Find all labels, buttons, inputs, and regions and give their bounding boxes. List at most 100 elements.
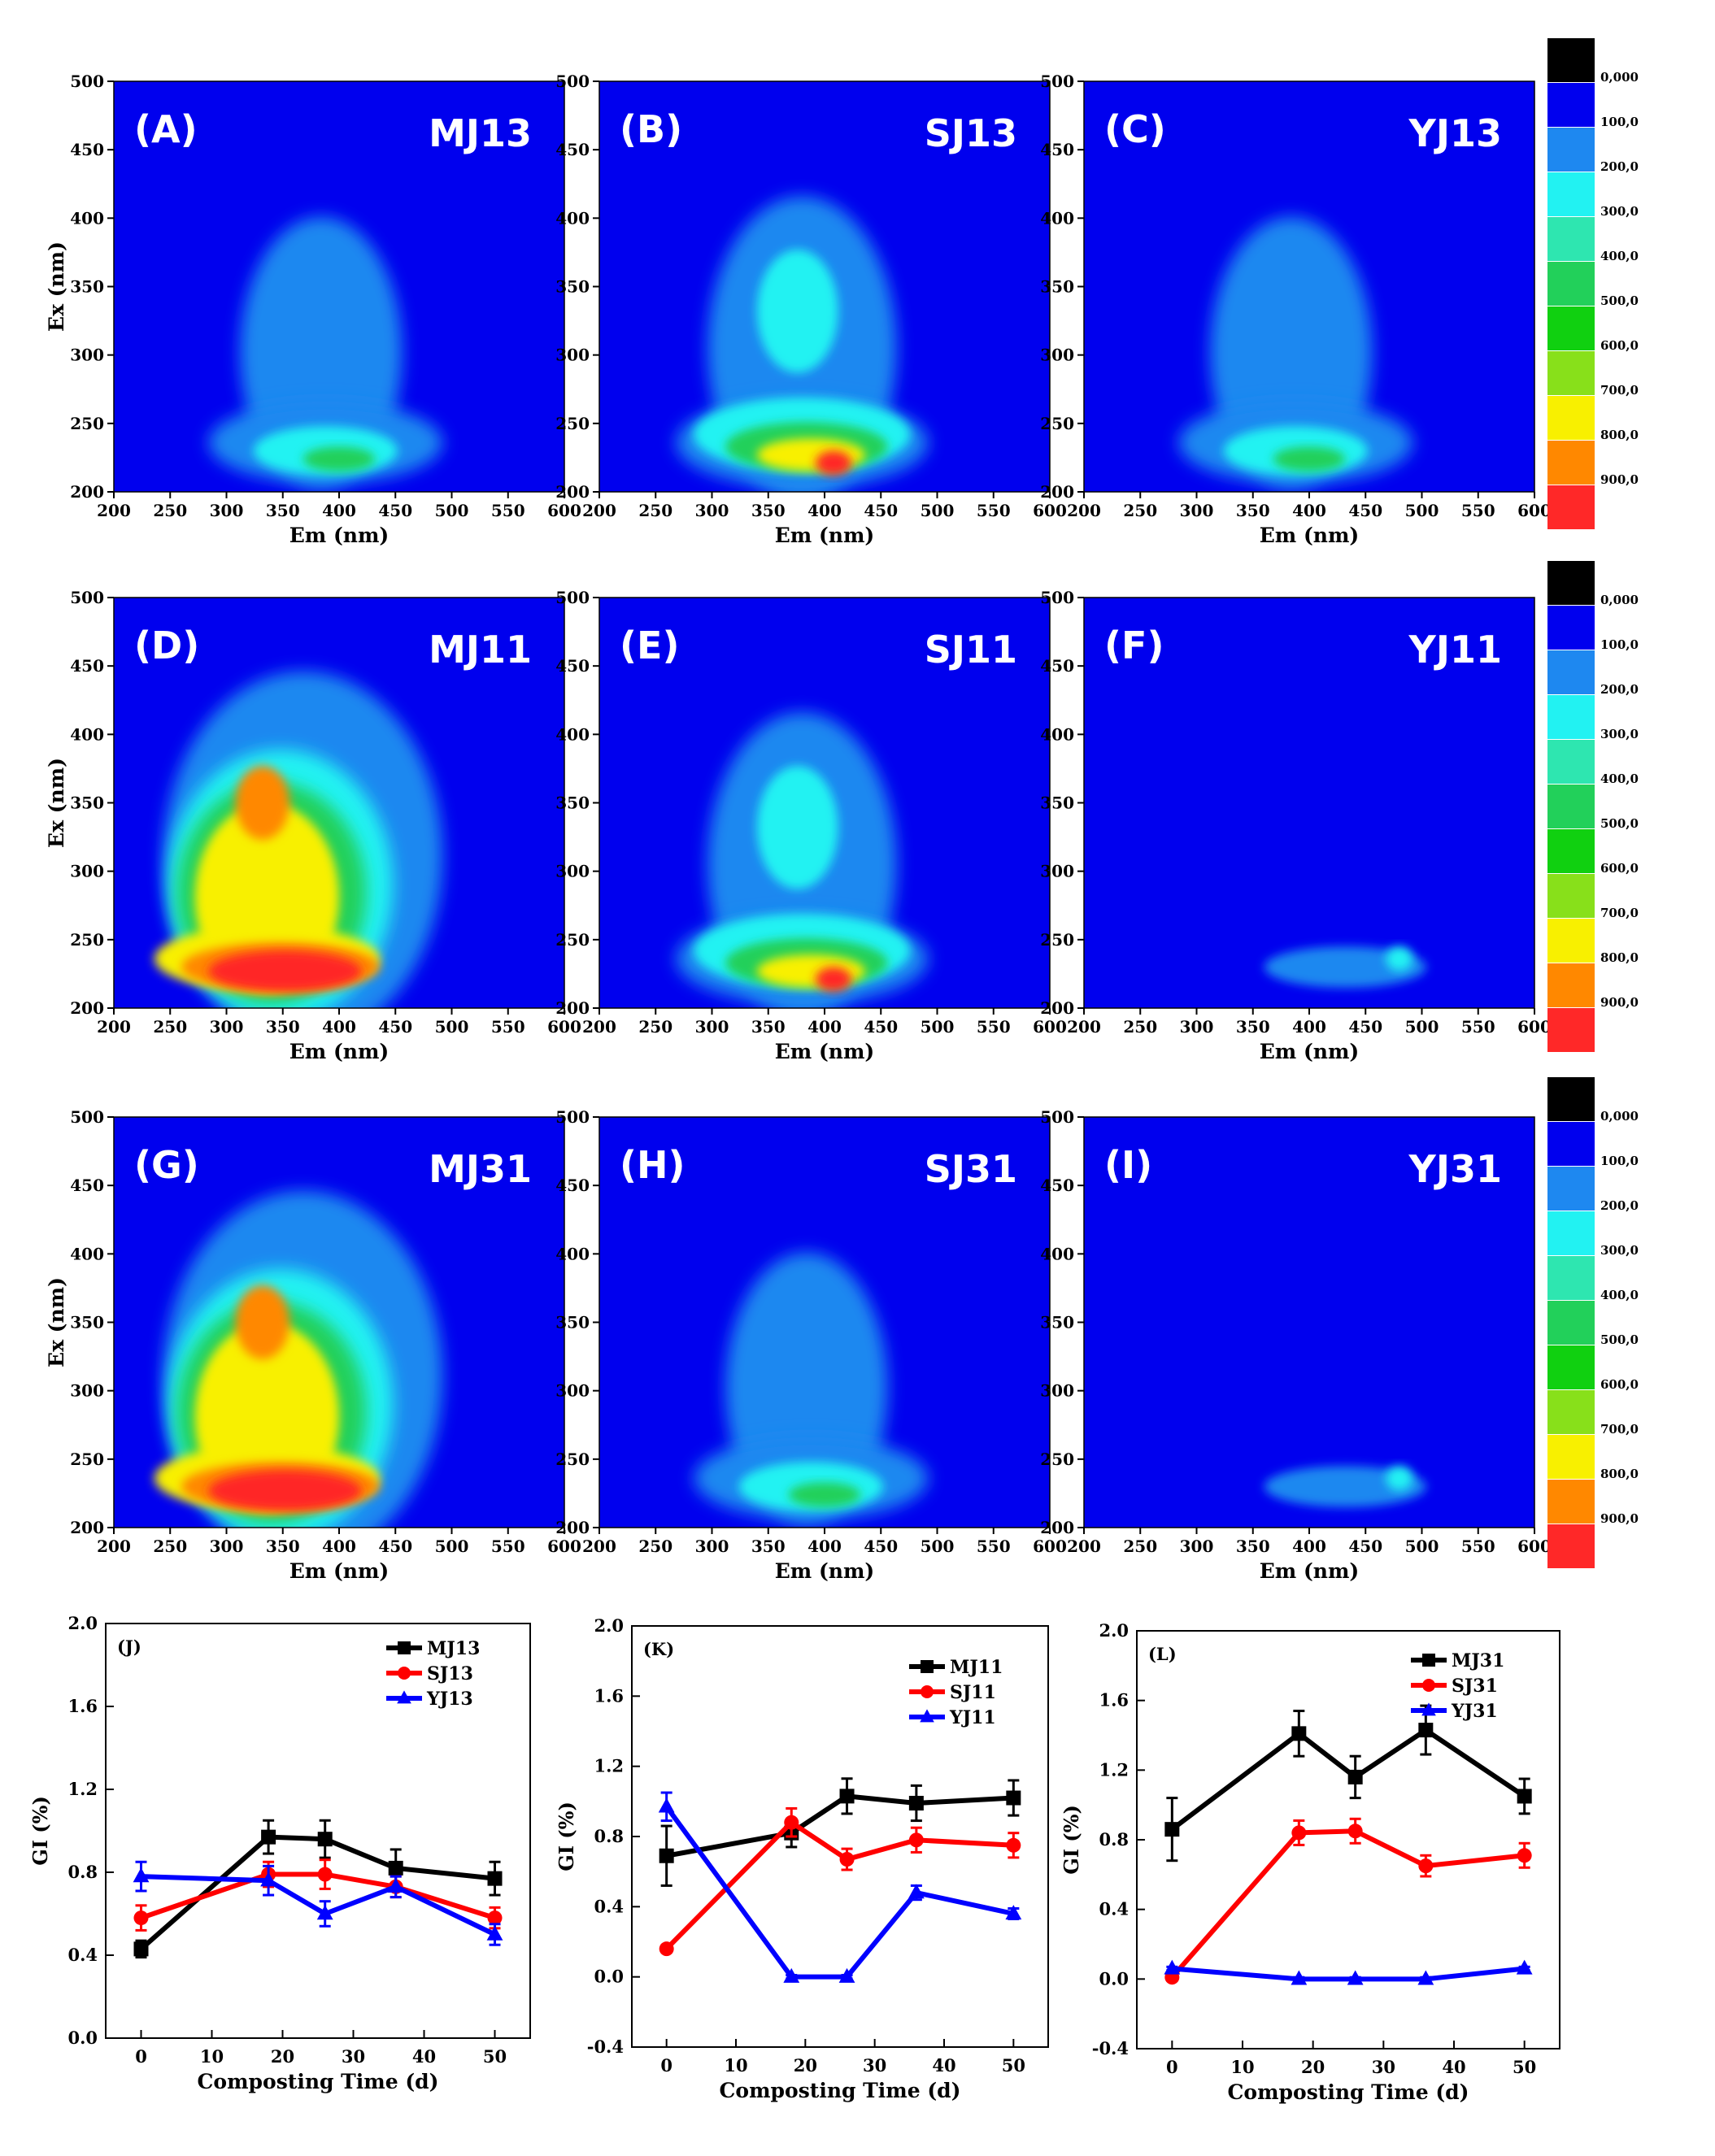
series-MJ13: MJ13 [133, 1638, 503, 1959]
legend-label: MJ13 [427, 1638, 480, 1659]
x-tick-label: 550 [977, 1017, 1011, 1037]
y-tick-label: 250 [1040, 1450, 1074, 1469]
colorbar-swatch [1547, 695, 1595, 739]
x-tick-label: 600 [1517, 1537, 1552, 1556]
sample-label: MJ13 [429, 111, 532, 155]
plot-frame [105, 1623, 531, 2039]
colorbar-swatch [1547, 485, 1595, 529]
x-tick-label: 300 [210, 501, 244, 520]
x-tick-label: 450 [864, 501, 898, 520]
y-tick-label: 350 [1040, 1313, 1074, 1332]
data-point [1291, 1825, 1307, 1841]
data-point [1418, 1723, 1434, 1738]
legend-label: YJ13 [426, 1689, 473, 1710]
x-tick-label: 200 [97, 1537, 131, 1556]
y-tick-label: 500 [70, 1107, 104, 1127]
eem-contour-level-5 [303, 446, 376, 472]
eem-contour-level-5 [1273, 446, 1346, 472]
colorbar-level-label: 0,000 [1600, 1109, 1639, 1124]
eem-contours [1264, 1466, 1427, 1507]
panel-label: (F) [1104, 624, 1164, 667]
y-tick-label: 200 [70, 1518, 104, 1537]
x-tick-label: 20 [794, 2055, 817, 2076]
panel-label: (I) [1104, 1143, 1152, 1187]
y-tick-label: 300 [70, 1381, 104, 1401]
x-tick-label: 40 [932, 2055, 955, 2076]
y-tick-label: 200 [1040, 998, 1074, 1018]
y-tick-label: 500 [70, 72, 104, 91]
sample-label: SJ31 [925, 1147, 1017, 1191]
panel-label: (H) [620, 1143, 686, 1187]
x-axis-label: Composting Time (d) [1228, 2080, 1469, 2104]
series-MJ31: MJ31 [1164, 1650, 1532, 1863]
x-tick-label: 400 [807, 501, 842, 520]
data-point [1347, 1769, 1363, 1784]
y-tick-label: 200 [555, 1518, 590, 1537]
colorbar-level-label: 900,0 [1600, 472, 1639, 487]
data-point [317, 1832, 333, 1847]
x-tick-label: 400 [1292, 501, 1326, 520]
eem-contour-level-9 [235, 766, 290, 840]
legend-marker [397, 1690, 411, 1704]
x-tick-label: 250 [1123, 1017, 1157, 1037]
eem-panel-I: (I) YJ31 200 250 300 350 400 450 500 550 600 Em (nm… [1040, 1107, 1552, 1583]
x-axis-label: Em (nm) [289, 524, 390, 547]
y-tick-label: 350 [1040, 277, 1074, 297]
eem-contour-level-10 [208, 1470, 362, 1511]
colorbar-swatch [1547, 1301, 1595, 1345]
data-point [783, 1967, 800, 1983]
y-tick-label: 450 [1040, 656, 1074, 676]
panel-label: (A) [134, 107, 198, 151]
colorbar-swatch [1547, 1524, 1595, 1568]
x-tick-label: 550 [1461, 501, 1495, 520]
colorbar-swatch [1547, 1390, 1595, 1434]
panel-label: (G) [134, 1143, 199, 1187]
y-tick-label: 250 [555, 930, 590, 950]
series-YJ11: YJ11 [658, 1707, 1022, 1983]
y-tick-label: 250 [70, 1450, 104, 1469]
colorbar-level-label: 100,0 [1600, 1154, 1639, 1168]
colorbar-level-label: 900,0 [1600, 1511, 1639, 1526]
x-tick-label: 400 [1292, 1537, 1326, 1556]
x-tick-label: 500 [435, 1017, 469, 1037]
eem-contour-level-2 [1264, 946, 1427, 988]
y-tick-label: 400 [70, 724, 104, 744]
legend-marker [398, 1641, 411, 1654]
colorbar-level-label: 900,0 [1600, 995, 1639, 1010]
colorbar-level-label: 300,0 [1600, 1243, 1639, 1258]
eem-contour-level-3 [756, 250, 838, 373]
y-tick-label: 1.6 [67, 1696, 98, 1716]
x-tick-label: 600 [547, 501, 581, 520]
y-tick-label: 300 [1040, 862, 1074, 881]
eem-panel-A: (A) MJ13 200 250 300 350 400 450 500 550 600 Em (nm… [45, 72, 581, 547]
y-tick-label: 450 [555, 1176, 590, 1195]
y-tick-label: 450 [70, 1176, 104, 1195]
eem-contours [694, 1252, 929, 1524]
y-tick-label: 500 [555, 72, 590, 91]
y-tick-label: 250 [70, 930, 104, 950]
x-tick-label: 600 [1033, 1537, 1067, 1556]
y-tick-label: 350 [70, 277, 104, 297]
y-tick-label: 300 [70, 862, 104, 881]
y-axis-label: Ex (nm) [45, 1277, 68, 1367]
x-tick-label: 250 [153, 1537, 187, 1556]
x-tick-label: 500 [435, 501, 469, 520]
data-point [486, 1925, 503, 1941]
y-tick-label: 350 [555, 1313, 590, 1332]
data-point [133, 1867, 150, 1883]
legend-marker [1421, 1702, 1436, 1716]
x-axis-label: Em (nm) [775, 524, 875, 547]
x-axis-label: Em (nm) [1260, 1040, 1360, 1063]
y-axis-label: GI (%) [1060, 1805, 1083, 1875]
colorbar-swatch [1547, 1211, 1595, 1255]
data-point [908, 1884, 925, 1899]
eem-panel-B: (B) SJ13 200 250 300 350 400 450 500 550 600 Em (nm… [555, 72, 1067, 547]
gi-line-charts: 0 10 20 30 40 50 0.0 0.4 0.8 1.2 1.6 2.0 Composting … [28, 1613, 1560, 2104]
y-tick-label: 200 [70, 998, 104, 1018]
data-point [839, 1789, 855, 1804]
x-tick-label: 350 [266, 1017, 300, 1037]
x-tick-label: 30 [1372, 2057, 1395, 2077]
colorbar-level-label: 100,0 [1600, 115, 1639, 129]
x-tick-label: 350 [266, 501, 300, 520]
eem-contours [208, 216, 443, 488]
